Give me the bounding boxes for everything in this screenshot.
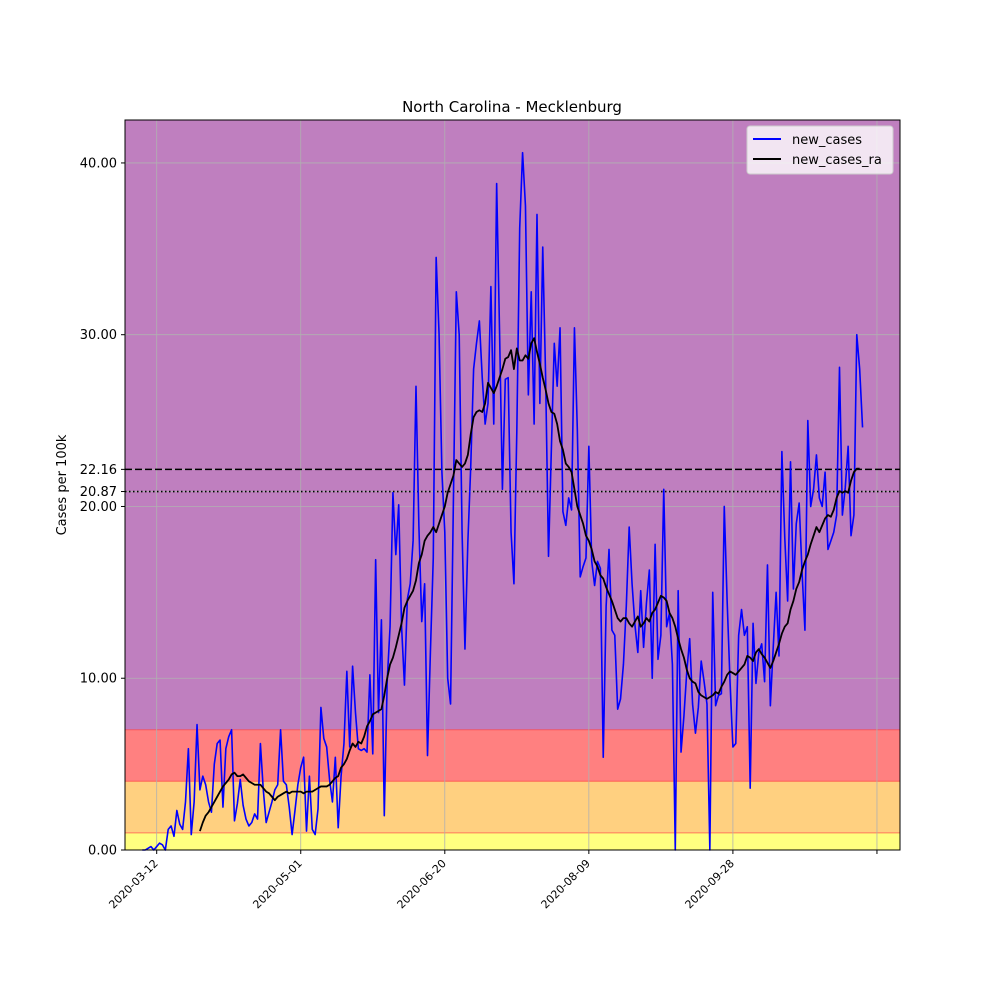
legend-box [746,125,894,175]
risk-bands [125,120,900,850]
y-tick-label-2: 20.00 [80,500,117,515]
x-axis: 2020-03-12 2020-05-01 2020-06-20 2020-08-09… [106,850,878,911]
y-tick-label-4: 22.16 [80,463,117,478]
risk-band-3 [125,120,900,730]
series-line-new_cases [142,151,864,851]
y-tick-label-5: 30.00 [80,328,117,343]
series-line-new_cases_ra [199,337,860,832]
risk-band-0 [125,832,900,850]
risk-band-1 [125,781,900,833]
x-tick-label-3: 2020-08-09 [539,857,593,911]
threshold-lines [125,468,900,493]
y-tick-label-6: 40.00 [80,156,117,171]
legend-label-new-cases-ra: new_cases_ra [792,153,882,168]
series-lines [142,151,864,851]
chart-title: North Carolina - Mecklenburg [402,98,622,116]
y-tick-label-3: 20.87 [80,485,117,500]
plot-frame [124,119,901,851]
x-tick-label-2: 2020-06-20 [395,857,449,911]
y-tick-label-1: 10.00 [80,672,117,687]
x-tick-label-4: 2020-09-28 [683,857,737,911]
risk-band-2 [125,729,900,782]
x-tick-label-0: 2020-03-12 [106,857,160,911]
x-tick-label-1: 2020-05-01 [250,857,304,911]
legend: new_cases new_cases_ra [746,125,894,175]
y-tick-label-0: 0.00 [88,844,117,859]
y-axis-label: Cases per 100k [55,434,70,535]
legend-label-new-cases: new_cases [792,133,862,148]
